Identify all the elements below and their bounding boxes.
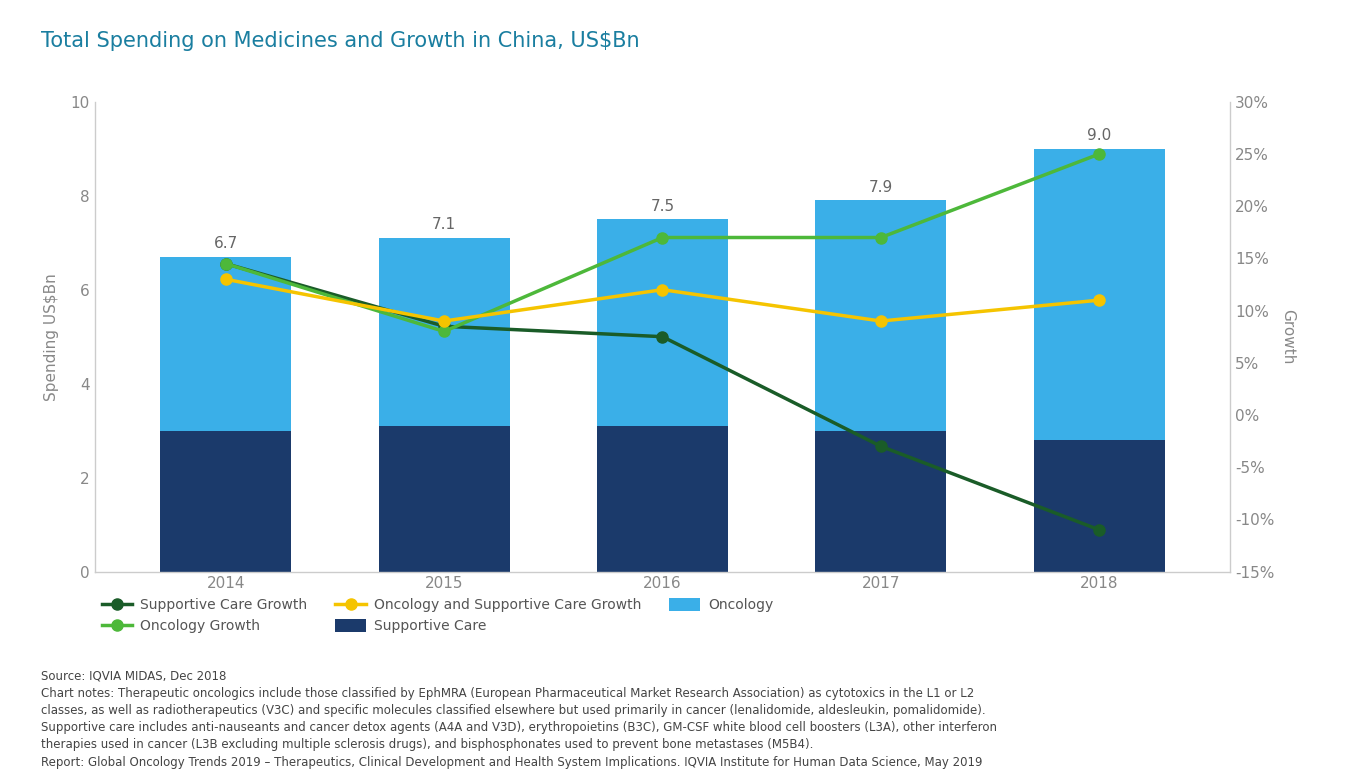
Bar — [379, 238, 510, 426]
Y-axis label: Spending US$Bn: Spending US$Bn — [45, 272, 59, 401]
Supportive Care Growth — [1091, 525, 1107, 535]
Bar — [815, 200, 946, 431]
Oncology Growth — [1091, 150, 1107, 159]
Bar — [1034, 149, 1165, 440]
Oncology Growth — [654, 233, 671, 242]
Bar — [160, 257, 291, 431]
Line: Oncology Growth: Oncology Growth — [220, 149, 1105, 337]
Oncology and Supportive Care Growth — [1091, 295, 1107, 305]
Text: 7.5: 7.5 — [650, 199, 675, 214]
Bar — [815, 431, 946, 572]
Text: Source: IQVIA MIDAS, Dec 2018: Source: IQVIA MIDAS, Dec 2018 — [41, 669, 226, 683]
Text: Total Spending on Medicines and Growth in China, US$Bn: Total Spending on Medicines and Growth i… — [41, 31, 639, 52]
Oncology Growth — [218, 259, 234, 269]
Legend: Supportive Care Growth, Oncology Growth, Oncology and Supportive Care Growth, Su: Supportive Care Growth, Oncology Growth,… — [101, 598, 773, 633]
Oncology and Supportive Care Growth — [654, 285, 671, 294]
Text: 7.9: 7.9 — [869, 180, 894, 195]
Y-axis label: Growth: Growth — [1280, 309, 1295, 364]
Bar — [598, 426, 727, 572]
Bar — [598, 219, 727, 426]
Supportive Care Growth — [654, 332, 671, 341]
Oncology and Supportive Care Growth — [435, 316, 452, 326]
Line: Supportive Care Growth: Supportive Care Growth — [220, 258, 1105, 536]
Text: Chart notes: Therapeutic oncologics include those classified by EphMRA (European: Chart notes: Therapeutic oncologics incl… — [41, 687, 973, 700]
Oncology and Supportive Care Growth — [218, 275, 234, 284]
Text: 6.7: 6.7 — [214, 236, 238, 251]
Line: Oncology and Supportive Care Growth: Oncology and Supportive Care Growth — [220, 274, 1105, 327]
Text: 7.1: 7.1 — [433, 218, 456, 233]
Oncology Growth — [435, 327, 452, 336]
Bar — [160, 431, 291, 572]
Text: Report: Global Oncology Trends 2019 – Therapeutics, Clinical Development and Hea: Report: Global Oncology Trends 2019 – Th… — [41, 756, 982, 769]
Bar — [1034, 440, 1165, 572]
Supportive Care Growth — [218, 259, 234, 269]
Text: Supportive care includes anti-nauseants and cancer detox agents (A4A and V3D), e: Supportive care includes anti-nauseants … — [41, 721, 996, 734]
Bar — [379, 426, 510, 572]
Text: therapies used in cancer (L3B excluding multiple sclerosis drugs), and bisphosph: therapies used in cancer (L3B excluding … — [41, 738, 813, 752]
Oncology Growth — [873, 233, 890, 242]
Oncology and Supportive Care Growth — [873, 316, 890, 326]
Supportive Care Growth — [435, 322, 452, 331]
Text: 9.0: 9.0 — [1087, 128, 1111, 143]
Supportive Care Growth — [873, 442, 890, 451]
Text: classes, as well as radiotherapeutics (V3C) and specific molecules classified el: classes, as well as radiotherapeutics (V… — [41, 704, 986, 717]
